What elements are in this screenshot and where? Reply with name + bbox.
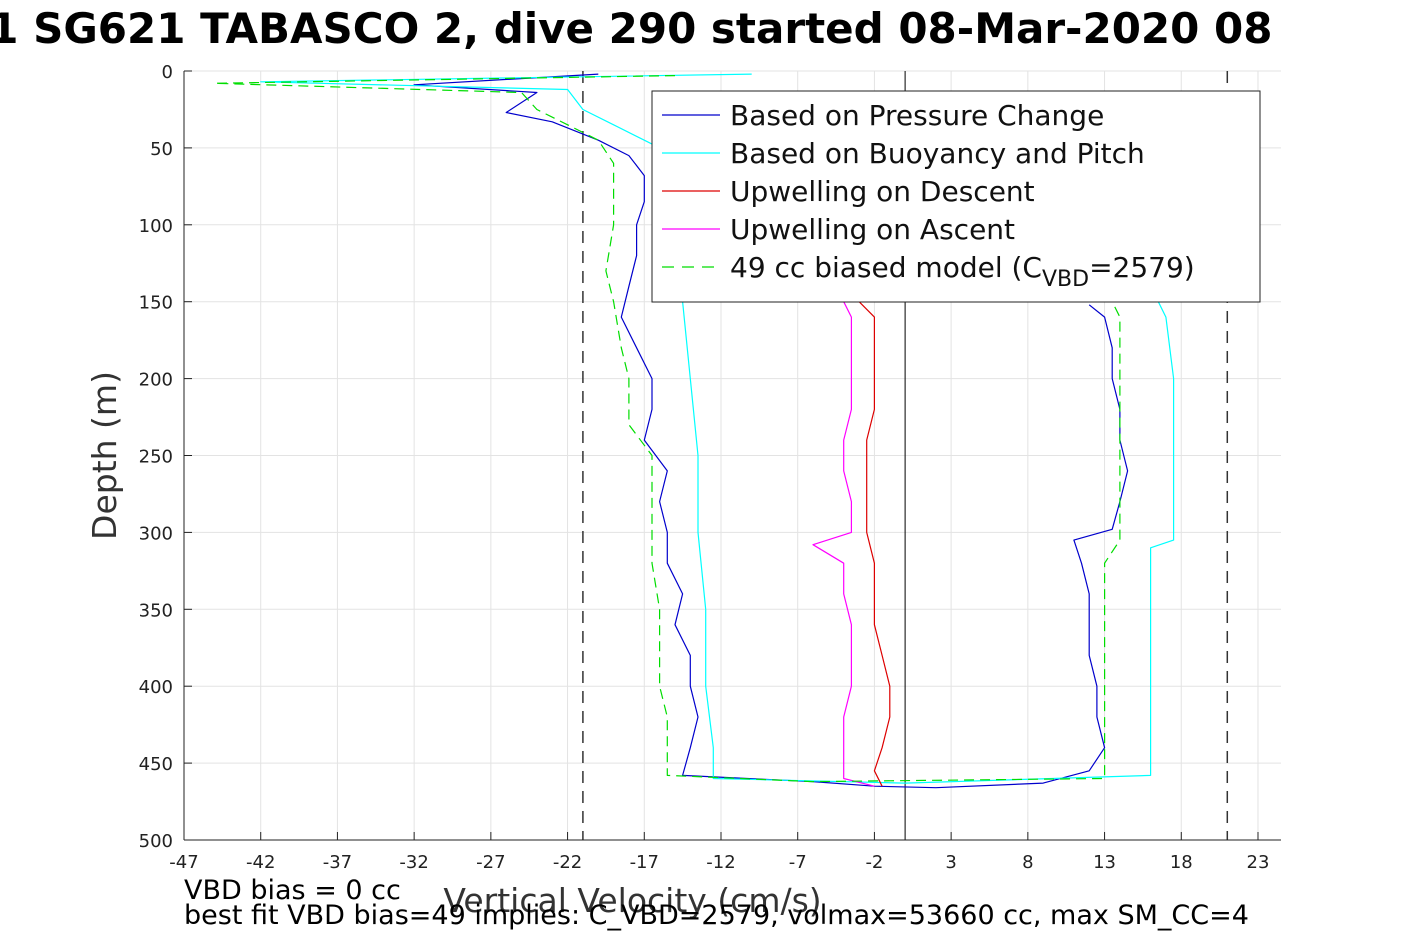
series-line-0 — [413, 73, 1129, 789]
y-tick-label: 0 — [162, 62, 173, 83]
x-tick-label: 18 — [1170, 852, 1193, 873]
y-tick-label: 400 — [139, 677, 173, 698]
x-tick-label: -37 — [323, 852, 352, 873]
x-tick-label: -22 — [553, 852, 582, 873]
x-tick-label: 3 — [945, 852, 956, 873]
y-tick-label: 300 — [139, 523, 173, 544]
y-axis-label: Depth (m) — [85, 371, 124, 540]
legend-label: Based on Pressure Change — [730, 99, 1104, 132]
legend-label: Based on Buoyancy and Pitch — [730, 137, 1145, 170]
y-tick-label: 250 — [139, 447, 173, 468]
legend-label: Upwelling on Descent — [730, 175, 1035, 208]
x-tick-label: 8 — [1022, 852, 1033, 873]
x-tick-label: -47 — [169, 852, 198, 873]
axes: -47 -42 -37 -32 -27 -22 -17 -12 -7 -2 3 8 13 18 23 0 50 1… — [85, 62, 1281, 920]
y-tick-label: 350 — [139, 600, 173, 621]
legend: Based on Pressure Change Based on Buoyanc… — [651, 90, 1261, 303]
x-tick-label: -2 — [865, 852, 883, 873]
chart-title: 21 SG621 TABASCO 2, dive 290 started 08-… — [0, 4, 1273, 53]
legend-label: Upwelling on Ascent — [730, 213, 1015, 246]
x-tick-label: -17 — [630, 852, 659, 873]
x-tick-label: -42 — [246, 852, 275, 873]
y-tick-label: 50 — [150, 139, 173, 160]
y-tick-label: 450 — [139, 754, 173, 775]
x-tick-label: -12 — [706, 852, 735, 873]
series-line-4 — [214, 75, 1121, 783]
vbd-bias-note: VBD bias = 0 cc — [184, 875, 401, 906]
series-layer — [214, 73, 1175, 789]
legend-label-end: =2579) — [1089, 251, 1195, 284]
legend-box — [651, 90, 1261, 303]
x-tick-label: -32 — [399, 852, 428, 873]
y-tick-label: 500 — [139, 831, 173, 852]
legend-subscript: VBD — [1042, 267, 1089, 292]
x-tick-label: 13 — [1093, 852, 1116, 873]
series-line-3 — [812, 301, 875, 787]
y-tick-label: 200 — [139, 370, 173, 391]
series-line-2 — [858, 301, 891, 787]
x-tick-label: -7 — [789, 852, 807, 873]
x-tick-label: -27 — [476, 852, 505, 873]
x-axis-label: Vertical Velocity (cm/s) — [443, 881, 821, 920]
series-line-1 — [260, 73, 1175, 784]
y-tick-label: 150 — [139, 293, 173, 314]
best-fit-note: best fit VBD bias=49 implies: C_VBD=2579… — [184, 900, 1249, 931]
y-tick-label: 100 — [139, 216, 173, 237]
x-tick-label: 23 — [1247, 852, 1270, 873]
